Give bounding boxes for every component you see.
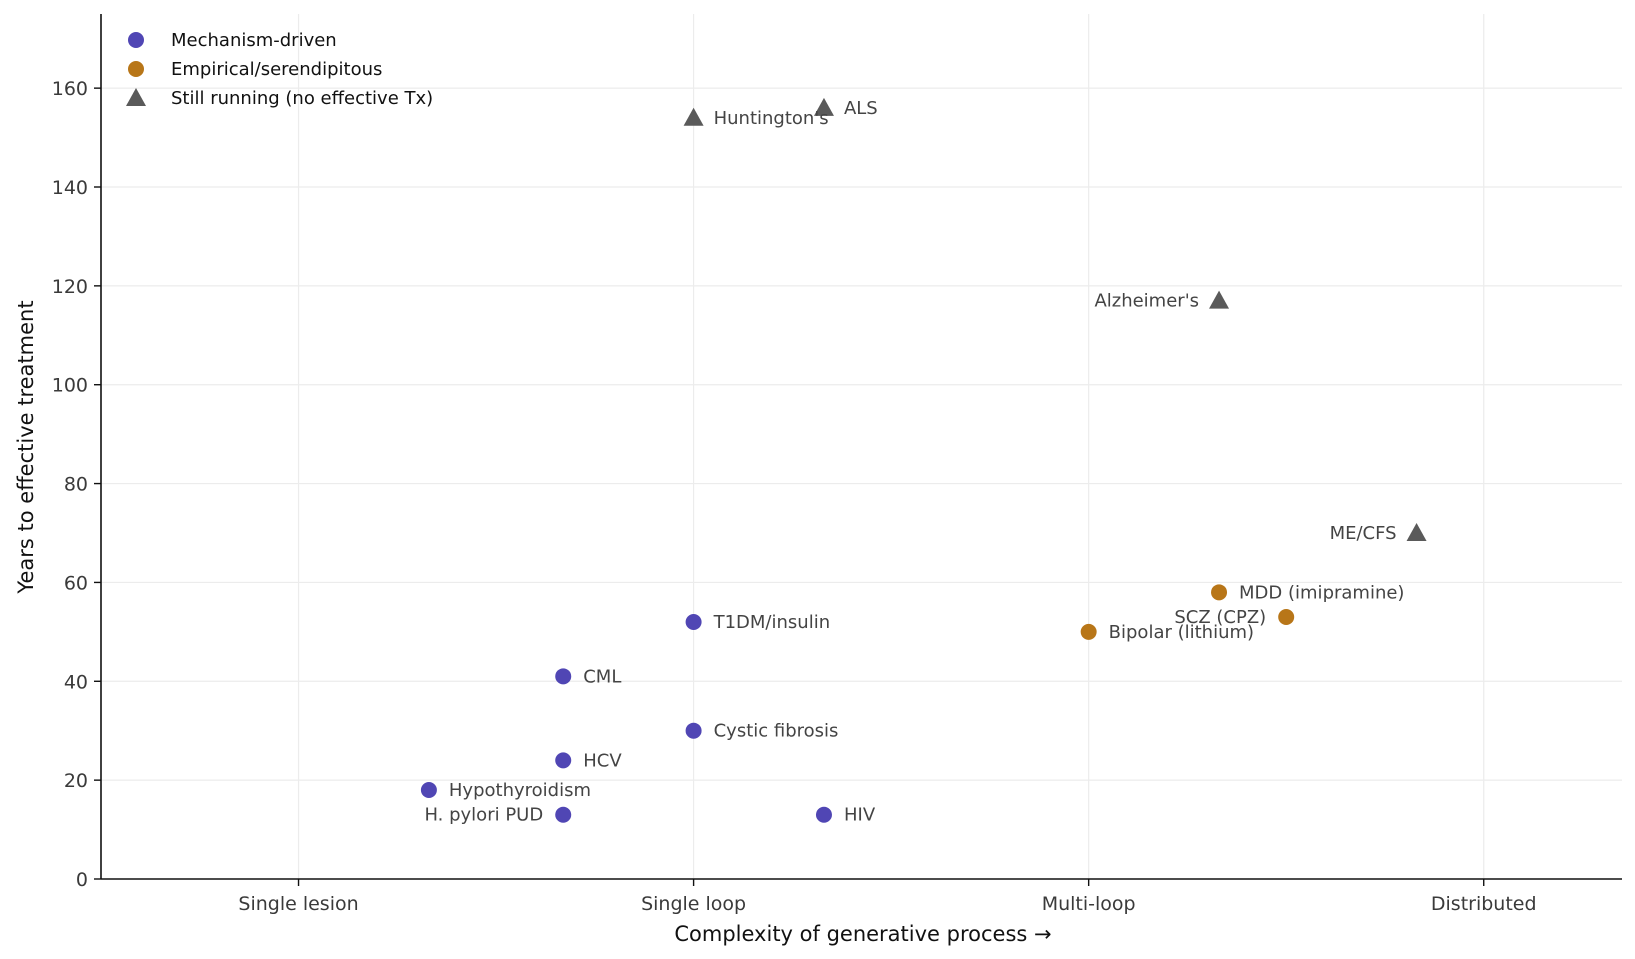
legend: Mechanism-driven Empirical/serendipitous S… (126, 30, 433, 109)
x-axis-title: Complexity of generative process → (674, 922, 1051, 946)
y-tick-label: 160 (52, 78, 88, 100)
data-point-scz-cpz (1278, 609, 1295, 626)
point-label-als: ALS (844, 98, 878, 119)
data-point-t1dm-insulin (685, 613, 702, 630)
y-tick-label: 0 (76, 869, 88, 891)
y-tick-label: 40 (64, 671, 88, 693)
grid-layer (101, 14, 1622, 879)
point-label-scz-cpz: SCZ (CPZ) (1174, 607, 1266, 628)
data-point-als (813, 97, 834, 116)
legend-label-still-running-no-effective-tx: Still running (no effective Tx) (171, 88, 433, 109)
x-tick-label: Distributed (1431, 893, 1537, 915)
point-label-t1dm-insulin: T1DM/insulin (713, 612, 831, 633)
legend-label-mechanism-driven: Mechanism-driven (171, 30, 337, 51)
point-label-alzheimer-s: Alzheimer's (1094, 291, 1199, 312)
point-label-me-cfs: ME/CFS (1330, 523, 1397, 544)
data-point-alzheimer-s (1209, 290, 1230, 309)
x-tick-label: Multi-loop (1042, 893, 1136, 915)
legend-marker-still-running-no-effective-tx (126, 88, 146, 106)
data-point-cml (555, 668, 572, 685)
data-point-h-pylori-pud (555, 806, 572, 823)
data-point-cystic-fibrosis (685, 722, 702, 739)
points-layer (420, 97, 1427, 823)
labels-layer: Hypothyroidism H. pylori PUD HCV CML Cystic … (424, 98, 1404, 826)
axes-layer: 0 20 40 60 80 100 120 140 160 Single lesion Single… (52, 14, 1622, 915)
data-point-hiv (815, 806, 832, 823)
y-tick-label: 100 (52, 375, 88, 397)
x-tick-label: Single lesion (238, 893, 358, 915)
data-point-bipolar-lithium (1080, 623, 1097, 640)
data-point-mdd-imipramine (1211, 584, 1228, 601)
point-label-hiv: HIV (844, 805, 876, 826)
data-point-hcv (555, 752, 572, 769)
legend-marker-mechanism-driven (128, 32, 144, 48)
data-point-hypothyroidism (420, 782, 437, 799)
point-label-hypothyroidism: Hypothyroidism (449, 780, 591, 801)
y-tick-label: 140 (52, 177, 88, 199)
legend-label-empirical-serendipitous: Empirical/serendipitous (171, 59, 382, 80)
y-tick-label: 80 (64, 474, 88, 496)
point-label-cml: CML (583, 666, 621, 687)
y-tick-label: 20 (64, 770, 88, 792)
point-label-h-pylori-pud: H. pylori PUD (424, 805, 543, 826)
data-point-huntington-s (683, 107, 704, 126)
point-label-huntington-s: Huntington's (714, 108, 829, 129)
point-label-hcv: HCV (583, 750, 622, 771)
data-point-me-cfs (1406, 523, 1427, 541)
y-axis-title: Years to effective treatment (14, 300, 38, 594)
point-label-mdd-imipramine: MDD (imipramine) (1239, 582, 1404, 603)
point-label-cystic-fibrosis: Cystic fibrosis (714, 721, 839, 742)
y-tick-label: 60 (64, 572, 88, 594)
x-tick-label: Single loop (641, 893, 746, 915)
legend-marker-empirical-serendipitous (128, 61, 144, 77)
point-label-bipolar-lithium: Bipolar (lithium) (1109, 622, 1254, 643)
y-tick-label: 120 (52, 276, 88, 298)
